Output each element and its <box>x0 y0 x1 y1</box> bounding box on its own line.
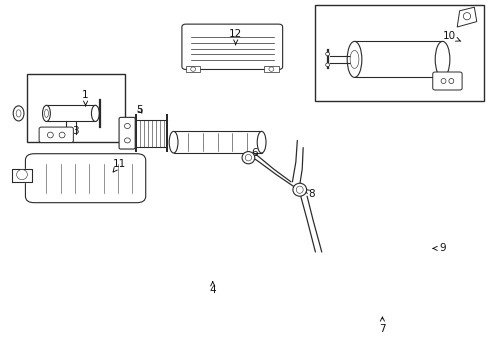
Ellipse shape <box>91 105 99 121</box>
Text: 1: 1 <box>82 90 89 106</box>
Ellipse shape <box>13 106 24 121</box>
Ellipse shape <box>17 170 27 180</box>
Ellipse shape <box>47 132 53 138</box>
Ellipse shape <box>124 138 130 143</box>
Text: 2: 2 <box>15 108 22 118</box>
Ellipse shape <box>346 41 361 77</box>
Ellipse shape <box>325 63 329 67</box>
Bar <box>315 5 483 101</box>
Text: 12: 12 <box>228 29 242 45</box>
Text: 5: 5 <box>136 105 142 115</box>
Bar <box>46 105 95 121</box>
Bar <box>264 66 278 72</box>
Ellipse shape <box>257 131 265 153</box>
Ellipse shape <box>42 105 50 121</box>
Ellipse shape <box>448 78 453 84</box>
Ellipse shape <box>462 13 469 20</box>
Text: 4: 4 <box>209 282 216 295</box>
Bar <box>185 66 200 72</box>
FancyBboxPatch shape <box>39 127 73 143</box>
Ellipse shape <box>16 110 21 117</box>
Ellipse shape <box>268 67 273 71</box>
Polygon shape <box>354 41 442 77</box>
Polygon shape <box>12 169 32 182</box>
Text: 8: 8 <box>305 189 315 199</box>
Text: 7: 7 <box>378 317 385 334</box>
Text: 3: 3 <box>60 126 79 136</box>
Bar <box>27 74 124 142</box>
Text: 11: 11 <box>113 159 126 172</box>
Text: 9: 9 <box>432 243 445 253</box>
Text: 10: 10 <box>442 31 460 41</box>
Ellipse shape <box>44 109 48 117</box>
Ellipse shape <box>349 50 358 68</box>
Ellipse shape <box>325 52 329 56</box>
Ellipse shape <box>242 152 254 164</box>
Ellipse shape <box>245 154 251 161</box>
Bar <box>173 131 261 153</box>
FancyBboxPatch shape <box>119 117 135 149</box>
FancyBboxPatch shape <box>182 24 282 69</box>
FancyBboxPatch shape <box>432 72 461 90</box>
Polygon shape <box>456 7 476 27</box>
Ellipse shape <box>124 123 130 129</box>
Ellipse shape <box>169 131 178 153</box>
Ellipse shape <box>440 78 445 84</box>
Ellipse shape <box>296 186 303 193</box>
Ellipse shape <box>292 183 306 196</box>
Ellipse shape <box>59 132 65 138</box>
Ellipse shape <box>190 67 195 71</box>
FancyBboxPatch shape <box>25 154 145 203</box>
Ellipse shape <box>434 41 449 77</box>
Text: 6: 6 <box>247 148 257 158</box>
